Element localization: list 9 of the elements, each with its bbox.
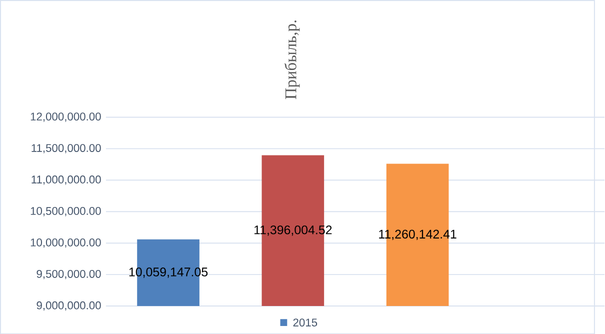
y-tick-label: 10,500,000.00: [30, 206, 101, 216]
y-tick-label: 9,000,000.00: [36, 301, 101, 310]
y-tick-label: 11,000,000.00: [32, 175, 101, 185]
y-tick-label: 11,500,000.00: [32, 144, 101, 154]
y-tick-label: 12,000,000.00: [30, 112, 101, 122]
chart-title: Прибыль,р.: [284, 20, 300, 99]
y-tick-label: 10,000,000.00: [30, 238, 101, 248]
y-tick-label: 9,500,000.00: [36, 270, 101, 279]
legend-label: 2015: [293, 318, 318, 326]
